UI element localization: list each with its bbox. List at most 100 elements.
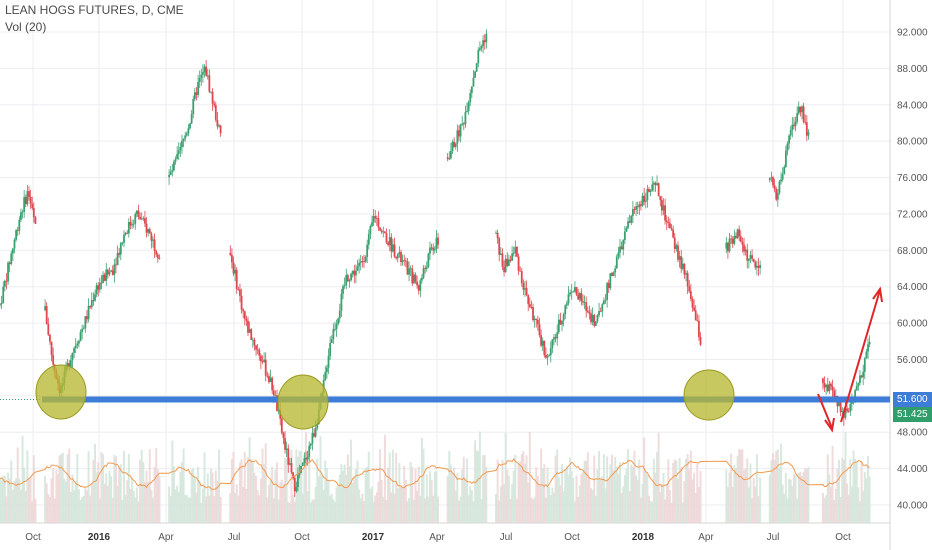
volume-bar xyxy=(755,454,758,523)
time-axis[interactable]: Oct 2016 Apr Jul Oct 2017 Apr Jul Oct 2018 Apr Jul O… xyxy=(25,532,851,543)
volume-bar xyxy=(351,482,354,523)
candle-body xyxy=(306,456,309,460)
candle-body xyxy=(479,48,481,51)
volume-bar xyxy=(121,499,124,523)
volume-bar xyxy=(607,480,610,523)
candle-body xyxy=(348,280,351,282)
volume-bar xyxy=(124,494,127,523)
candle-body xyxy=(728,238,731,252)
volume-bar xyxy=(689,450,692,523)
candle-body xyxy=(698,320,700,338)
candle-body xyxy=(867,344,869,352)
volume-bar xyxy=(259,478,262,523)
volume-bar xyxy=(187,497,190,523)
volume-bar xyxy=(229,492,232,523)
volume-bar xyxy=(805,468,808,523)
volume-bar xyxy=(665,484,668,523)
volume-bar xyxy=(106,486,109,523)
candle-body xyxy=(288,463,291,465)
candle-body xyxy=(432,247,435,251)
volume-bar xyxy=(570,471,573,523)
candle-body xyxy=(656,183,658,186)
candle-body xyxy=(324,371,327,381)
candle-body xyxy=(382,231,385,233)
candle-body xyxy=(520,271,523,283)
volume-bar xyxy=(609,464,612,523)
volume-bar xyxy=(155,448,158,523)
candle-body xyxy=(393,244,396,257)
volume-bar xyxy=(60,454,63,523)
candle-body xyxy=(503,266,505,273)
candle-body xyxy=(134,213,137,224)
candle-body xyxy=(847,411,850,412)
candle-body xyxy=(556,332,559,339)
volume-bar xyxy=(201,488,204,523)
volume-bar xyxy=(374,495,377,523)
volume-bar xyxy=(419,495,422,523)
candle-body xyxy=(127,222,130,234)
volume-bar xyxy=(738,449,741,523)
volume-bar xyxy=(535,467,538,523)
volume-bar xyxy=(759,477,762,523)
candle-body xyxy=(801,106,803,113)
volume-bar xyxy=(248,437,251,523)
y-tick-label: 92.000 xyxy=(897,28,928,39)
candle-body xyxy=(268,376,270,383)
candle-body xyxy=(667,221,670,224)
support-price-tag: 51.600 xyxy=(893,391,932,407)
volume-bar xyxy=(44,475,47,523)
highlight-ellipse xyxy=(683,369,735,421)
price-axis[interactable]: 40.00044.00048.00052.00056.00060.00064.0… xyxy=(897,28,928,512)
candle-body xyxy=(860,375,863,378)
volume-bar xyxy=(461,469,464,523)
volume-bar xyxy=(693,472,696,523)
volume-bar xyxy=(656,451,659,523)
candle-body xyxy=(135,210,138,214)
candle-body xyxy=(652,182,655,185)
candle-body xyxy=(688,286,691,292)
candle-body xyxy=(298,472,301,475)
candle-body xyxy=(545,355,547,358)
volume-bar xyxy=(81,497,84,523)
volume-bar xyxy=(27,478,30,523)
volume-bar xyxy=(746,458,749,523)
volume-bar xyxy=(794,474,797,523)
volume-bar xyxy=(380,479,383,523)
candle-body xyxy=(599,311,602,312)
candle-body xyxy=(416,281,418,286)
volume-bar xyxy=(612,470,615,523)
candle-body xyxy=(631,209,634,216)
candle-body xyxy=(474,71,476,78)
y-tick-label: 76.000 xyxy=(897,173,928,184)
candle-body xyxy=(245,318,248,321)
candle-body xyxy=(430,247,433,249)
volume-bar xyxy=(24,491,27,523)
candle-body xyxy=(155,251,158,255)
volume-bar xyxy=(412,499,415,523)
candle-body xyxy=(451,141,454,151)
candle-body xyxy=(237,289,240,290)
volume-bar xyxy=(649,500,652,523)
candle-body xyxy=(614,268,617,273)
volume-bar xyxy=(142,461,145,523)
volume-bar xyxy=(253,473,256,523)
candle-body xyxy=(403,260,406,262)
volume-bar xyxy=(467,495,470,523)
candle-body xyxy=(660,200,663,211)
volume-bar xyxy=(470,490,473,523)
candle-body xyxy=(396,254,399,259)
candle-body xyxy=(169,171,172,175)
candle-body xyxy=(340,293,343,311)
volume-bar xyxy=(538,484,541,523)
volume-bar xyxy=(834,488,837,523)
volume-bar xyxy=(406,501,409,523)
volume-bar xyxy=(599,479,602,523)
volume-bar xyxy=(367,451,370,523)
volume-bar xyxy=(522,450,525,523)
volume-bar xyxy=(606,456,609,523)
candle-body xyxy=(554,337,557,339)
candle-body xyxy=(86,316,88,320)
candle-body xyxy=(105,269,108,281)
volume-bar xyxy=(174,489,177,523)
